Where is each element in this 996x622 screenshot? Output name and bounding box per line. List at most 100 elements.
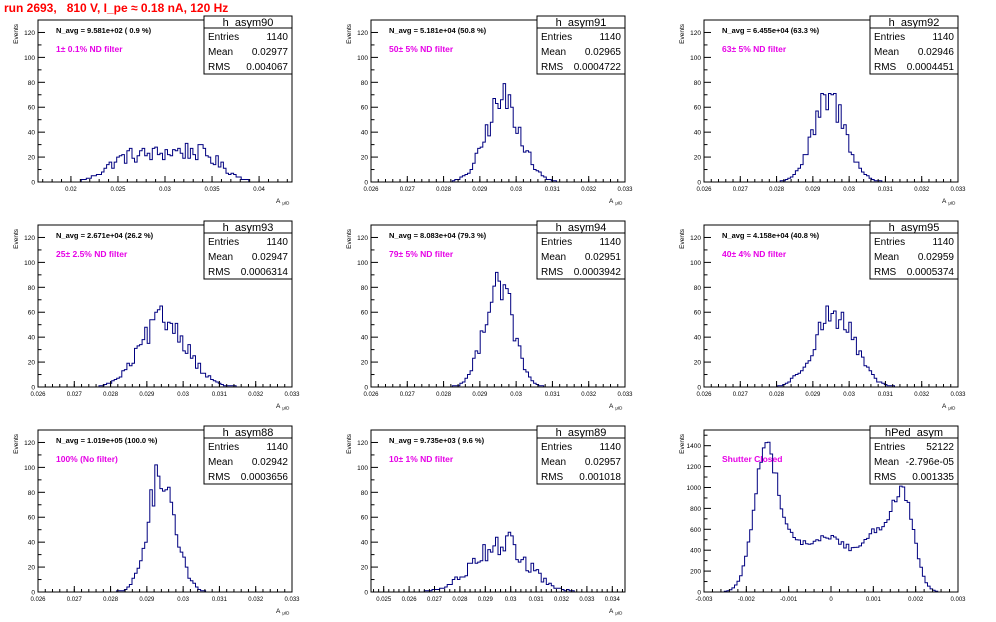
x-tick-label: 0.03 (177, 392, 189, 398)
page-title: run 2693, 810 V, I_pe ≈ 0.18 nA, 120 Hz (4, 1, 229, 15)
filter-annotation: 79± 5% ND filter (389, 249, 454, 259)
y-tick-label: 80 (28, 490, 36, 497)
filter-annotation: Shutter Closed (722, 454, 782, 464)
filter-annotation: 40± 4% ND filter (722, 249, 787, 259)
y-tick-label: 120 (24, 440, 35, 447)
filter-annotation: 10± 1% ND filter (389, 454, 454, 464)
y-tick-label: 80 (28, 285, 36, 292)
stat-rms-value: 0.0005374 (907, 267, 955, 278)
x-tick-label: 0.031 (878, 392, 894, 398)
y-tick-label: 1400 (687, 443, 702, 450)
stat-rms-value: 0.0004722 (574, 62, 622, 73)
y-tick-label: 40 (28, 335, 36, 342)
histogram-panel-h_asym88: 0 20 40 60 80 100 120 0.026 0.027 0.028 0.029 0.03 0… (13, 425, 300, 616)
x-tick-label: 0.033 (284, 597, 300, 603)
plot-frame (370, 19, 626, 183)
y-tick-label: 20 (28, 565, 36, 572)
stat-mean-value: 0.02947 (252, 252, 289, 263)
stat-rms-value: 0.001335 (912, 472, 954, 483)
y-tick-label: 0 (364, 590, 368, 597)
x-axis-label-subscript: μID (615, 611, 623, 616)
y-axis-label: Events (13, 23, 20, 44)
filter-annotation: 50± 5% ND filter (389, 44, 454, 54)
y-tick-label: 120 (24, 235, 35, 242)
n-avg-label: N_avg = 9.581e+02 ( 0.9 %) (56, 26, 152, 35)
x-tick-label: 0.03 (510, 392, 522, 398)
x-tick-label: 0.026 (363, 392, 379, 398)
stat-mean-label: Mean (208, 47, 233, 58)
histogram-name: h_asym88 (223, 427, 274, 439)
x-tick-label: 0.031 (545, 187, 561, 193)
x-tick-label: 0.032 (914, 392, 930, 398)
n-avg-label: N_avg = 8.083e+04 (79.3 %) (389, 231, 487, 240)
histogram-bins (371, 83, 625, 183)
stat-mean-value: 0.02946 (918, 47, 955, 58)
stat-mean-label: Mean (208, 457, 233, 468)
x-tick-label: 0.035 (205, 187, 221, 193)
x-tick-label: 0.027 (733, 187, 749, 193)
histogram-name: h_asym92 (889, 17, 940, 29)
x-tick-label: 0.033 (617, 187, 633, 193)
x-tick-label: 0.026 (696, 187, 712, 193)
x-tick-label: 0.003 (950, 597, 966, 603)
y-tick-label: 80 (361, 285, 369, 292)
filter-annotation: 100% (No filter) (56, 454, 118, 464)
stats-box (203, 220, 293, 280)
stats-box (869, 15, 959, 75)
x-tick-label: 0.029 (478, 597, 494, 603)
histogram-panel-h_asym93: 0 20 40 60 80 100 120 0.026 0.027 0.028 0.029 0.03 0… (13, 220, 300, 411)
stat-mean-label: Mean (541, 47, 566, 58)
stat-mean-value: 0.02965 (585, 47, 622, 58)
x-tick-label: 0.031 (529, 597, 545, 603)
histogram-bins (38, 142, 292, 183)
y-tick-label: 40 (361, 540, 369, 547)
x-axis-label-subscript: μID (615, 406, 623, 411)
stat-mean-value: -2.796e-05 (906, 457, 955, 468)
x-tick-label: 0.026 (30, 392, 46, 398)
x-tick-label: 0.033 (284, 392, 300, 398)
stats-box (536, 220, 626, 280)
y-tick-label: 1000 (687, 485, 702, 492)
y-tick-label: 0 (697, 180, 701, 187)
y-tick-label: 0 (31, 590, 35, 597)
n-avg-label: N_avg = 6.455e+04 (63.3 %) (722, 26, 820, 35)
stat-rms-label: RMS (874, 267, 897, 278)
histogram-name: h_asym89 (556, 427, 607, 439)
y-tick-label: 20 (694, 155, 702, 162)
x-tick-label: 0.033 (950, 392, 966, 398)
x-tick-label: 0.027 (400, 392, 416, 398)
stat-entries-value: 1140 (599, 237, 621, 248)
y-tick-label: 120 (357, 235, 368, 242)
y-tick-label: 20 (361, 155, 369, 162)
x-tick-label: 0.03 (505, 597, 517, 603)
stat-entries-value: 1140 (932, 237, 954, 248)
histogram-panel-h_asym92: 0 20 40 60 80 100 120 0.026 0.027 0.028 0.029 0.03 0… (679, 15, 966, 206)
stat-rms-label: RMS (874, 472, 897, 483)
x-tick-label: 0.03 (843, 187, 855, 193)
y-tick-label: 0 (31, 180, 35, 187)
stat-entries-label: Entries (541, 237, 572, 248)
x-tick-label: 0.026 (696, 392, 712, 398)
histogram-panel-h_asym94: 0 20 40 60 80 100 120 0.026 0.027 0.028 0.029 0.03 0… (346, 220, 633, 411)
x-axis-label-subscript: μID (615, 201, 623, 206)
n-avg-label: N_avg = 5.181e+04 (50.8 %) (389, 26, 487, 35)
stat-entries-label: Entries (541, 442, 572, 453)
plot-frame (37, 224, 293, 388)
x-axis-label-subscript: μID (282, 201, 290, 206)
y-axis-label: Events (13, 228, 20, 249)
histogram-panel-h_asym91: 0 20 40 60 80 100 120 0.026 0.027 0.028 0.029 0.03 0… (346, 15, 633, 206)
stat-entries-label: Entries (208, 32, 239, 43)
x-tick-label: 0.028 (769, 187, 785, 193)
filter-annotation: 1± 0.1% ND filter (56, 44, 123, 54)
y-tick-label: 120 (24, 30, 35, 37)
y-tick-label: 60 (28, 310, 36, 317)
x-axis-label-subscript: μID (282, 611, 290, 616)
x-tick-label: 0.026 (30, 597, 46, 603)
stat-entries-value: 1140 (599, 32, 621, 43)
y-tick-label: 0 (697, 385, 701, 392)
x-tick-label: 0.034 (605, 597, 621, 603)
y-tick-label: 20 (361, 565, 369, 572)
